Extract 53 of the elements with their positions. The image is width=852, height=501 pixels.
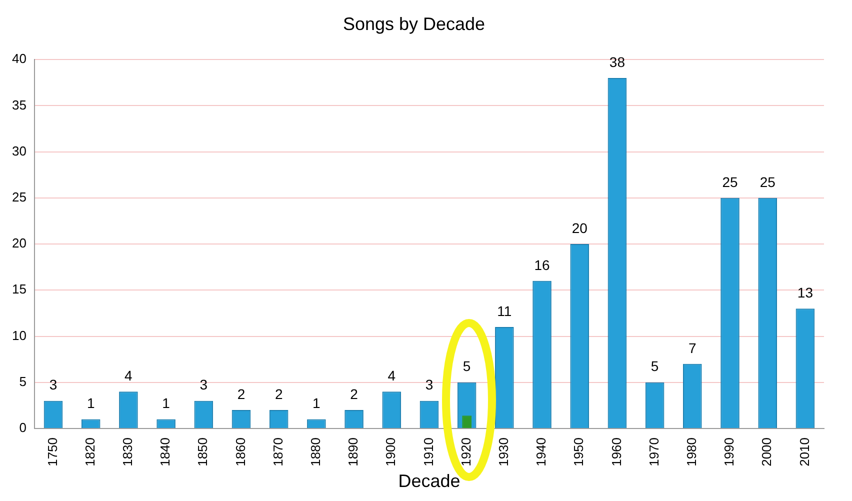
- chart-title: Songs by Decade: [342, 14, 486, 34]
- data-label: 3: [425, 376, 434, 393]
- y-tick-label: 30: [12, 143, 26, 158]
- data-label: 20: [572, 220, 588, 236]
- y-tick-label: 35: [12, 97, 26, 112]
- data-label: 38: [609, 54, 626, 70]
- x-tick-label: 2010: [796, 437, 812, 466]
- y-tick-label: 5: [19, 374, 26, 389]
- x-tick-label: 1850: [195, 437, 210, 466]
- y-tick-label: 10: [12, 328, 26, 343]
- x-tick-label: 1880: [308, 437, 324, 466]
- x-tick-label: 1910: [420, 437, 436, 466]
- x-tick-label: 1820: [82, 437, 98, 466]
- x-tick-label: 1900: [383, 437, 398, 466]
- x-tick-label: 1950: [571, 437, 586, 466]
- data-label: 3: [49, 376, 58, 393]
- data-label: 3: [200, 376, 208, 393]
- y-tick-label: 0: [19, 420, 26, 436]
- y-tick-label: 15: [12, 282, 26, 297]
- y-tick-label: 25: [12, 190, 26, 205]
- x-tick-label: 1970: [646, 437, 662, 466]
- y-tick-label: 20: [12, 236, 26, 251]
- data-label: 2: [350, 386, 358, 402]
- data-label: 25: [722, 174, 738, 190]
- data-label: 5: [462, 358, 471, 374]
- x-tick-label: 1960: [608, 437, 624, 466]
- data-label: 2: [274, 386, 283, 402]
- x-tick-label: 1860: [232, 437, 248, 466]
- x-tick-label: 1990: [722, 437, 737, 466]
- x-tick-label: 1890: [346, 437, 361, 466]
- data-label: 7: [688, 340, 697, 356]
- x-tick-label: 1870: [270, 437, 286, 466]
- data-label: 4: [124, 367, 133, 384]
- x-tick-label: 1750: [44, 437, 60, 466]
- x-tick-label: 1980: [684, 437, 699, 466]
- data-label: 1: [86, 395, 95, 412]
- data-label: 11: [497, 302, 512, 319]
- x-tick-label: 2000: [759, 437, 774, 466]
- x-tick-label: 1920: [458, 437, 474, 466]
- data-label: 5: [650, 358, 659, 374]
- x-axis-title: Decade: [398, 471, 460, 492]
- data-label: 13: [797, 284, 814, 300]
- x-tick-label: 1830: [120, 437, 136, 466]
- x-tick-label: 1940: [534, 437, 549, 466]
- data-label: 4: [388, 367, 396, 384]
- data-label: 1: [312, 395, 321, 412]
- data-label: 2: [237, 386, 246, 402]
- data-label: 1: [162, 395, 170, 412]
- x-tick-label: 1840: [158, 437, 173, 466]
- data-label: 25: [760, 174, 776, 190]
- y-tick-label: 40: [12, 51, 26, 66]
- data-label: 16: [534, 256, 550, 273]
- x-tick-label: 1930: [496, 437, 511, 466]
